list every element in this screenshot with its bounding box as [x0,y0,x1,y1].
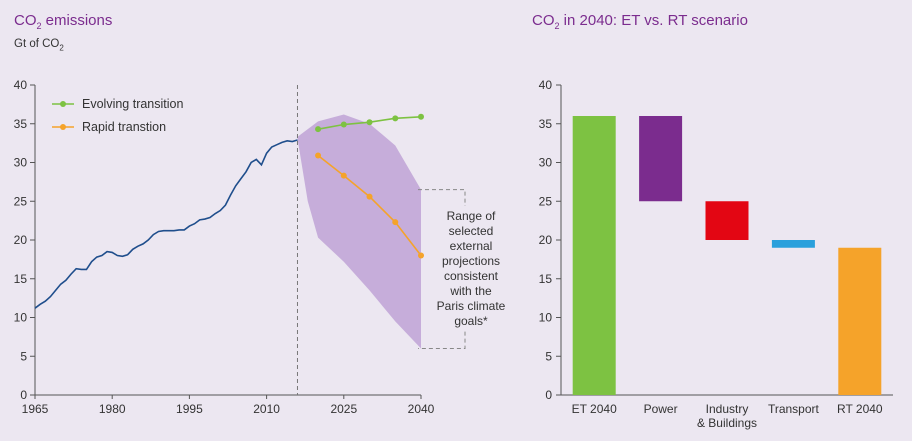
left-chart-title: CO2 emissions [14,12,113,31]
transport-bar [771,240,815,248]
historical-line [34,139,298,309]
y-tick-label: 25 [539,194,553,208]
y-tick-label: 15 [539,272,553,286]
range-annotation-line: external [450,239,493,253]
range-annotation-bg [430,206,512,330]
y-tick-label: 0 [20,388,27,402]
rt-2040-bar [838,247,882,395]
rapid-transition-point [366,193,373,200]
power-bar [639,116,683,202]
category-label-line: RT 2040 [837,402,883,416]
range-annotation: Range of selected external projections consi… [437,209,506,328]
x-tick-label: 1965 [22,402,49,416]
range-annotation-line: Range of [447,209,496,223]
industry-buildings-bar [705,201,749,240]
category-label-line: Industry [706,402,749,416]
evolving-transition-point [418,113,424,120]
range-annotation-line: Paris climate [437,299,506,313]
range-annotation-line: projections [442,254,500,268]
range-annotation-line: consistent [444,269,499,283]
et-2040-bar [572,116,616,395]
evolving-transition-point [315,126,322,133]
category-label: RT 2040 [837,402,883,416]
y-tick-label: 10 [14,311,28,325]
evolving-transition-point [366,119,373,126]
category-label-line: ET 2040 [572,402,617,416]
y-tick-label: 15 [14,272,28,286]
y-tick-label: 40 [539,78,553,92]
y-tick-label: 10 [539,311,553,325]
category-label: Power [644,402,678,416]
x-tick-label: 2040 [408,402,435,416]
y-tick-label: 25 [14,194,28,208]
rapid-transition-point [392,219,399,226]
x-tick-label: 1980 [99,402,126,416]
y-tick-label: 20 [539,233,553,247]
right-chart-title: CO2 in 2040: ET vs. RT scenario [532,12,748,31]
y-tick-label: 20 [14,233,28,247]
y-tick-label: 30 [14,156,28,170]
y-tick-label: 40 [14,78,28,92]
y-tick-label: 0 [545,388,552,402]
x-tick-label: 2025 [330,402,357,416]
left-chart-unit: Gt of CO2 [14,38,64,53]
y-tick-label: 35 [14,117,28,131]
evolving-transition-point [340,121,347,128]
category-label: ET 2040 [572,402,617,416]
category-label-line: Transport [768,402,820,416]
evolving-transition-point [392,115,399,122]
legend-label: Evolving transition [82,97,183,111]
y-tick-label: 30 [539,156,553,170]
range-annotation-line: goals* [454,314,488,328]
rapid-transition-point [315,152,322,159]
legend-marker [60,124,66,130]
category-label-line: & Buildings [697,416,757,430]
range-annotation-line: selected [449,224,494,238]
range-annotation-line: with the [449,284,492,298]
category-label: Transport [768,402,820,416]
range-band [297,114,421,349]
y-tick-label: 5 [545,349,552,363]
category-label: Industry & Buildings [697,402,757,430]
x-tick-label: 1995 [176,402,203,416]
rapid-transition-point [340,172,347,179]
legend-label: Rapid transtion [82,120,166,134]
category-label-line: Power [644,402,678,416]
x-tick-label: 2010 [253,402,280,416]
legend-marker [60,101,66,107]
y-tick-label: 5 [20,349,27,363]
rapid-transition-point [418,252,424,259]
y-tick-label: 35 [539,117,553,131]
